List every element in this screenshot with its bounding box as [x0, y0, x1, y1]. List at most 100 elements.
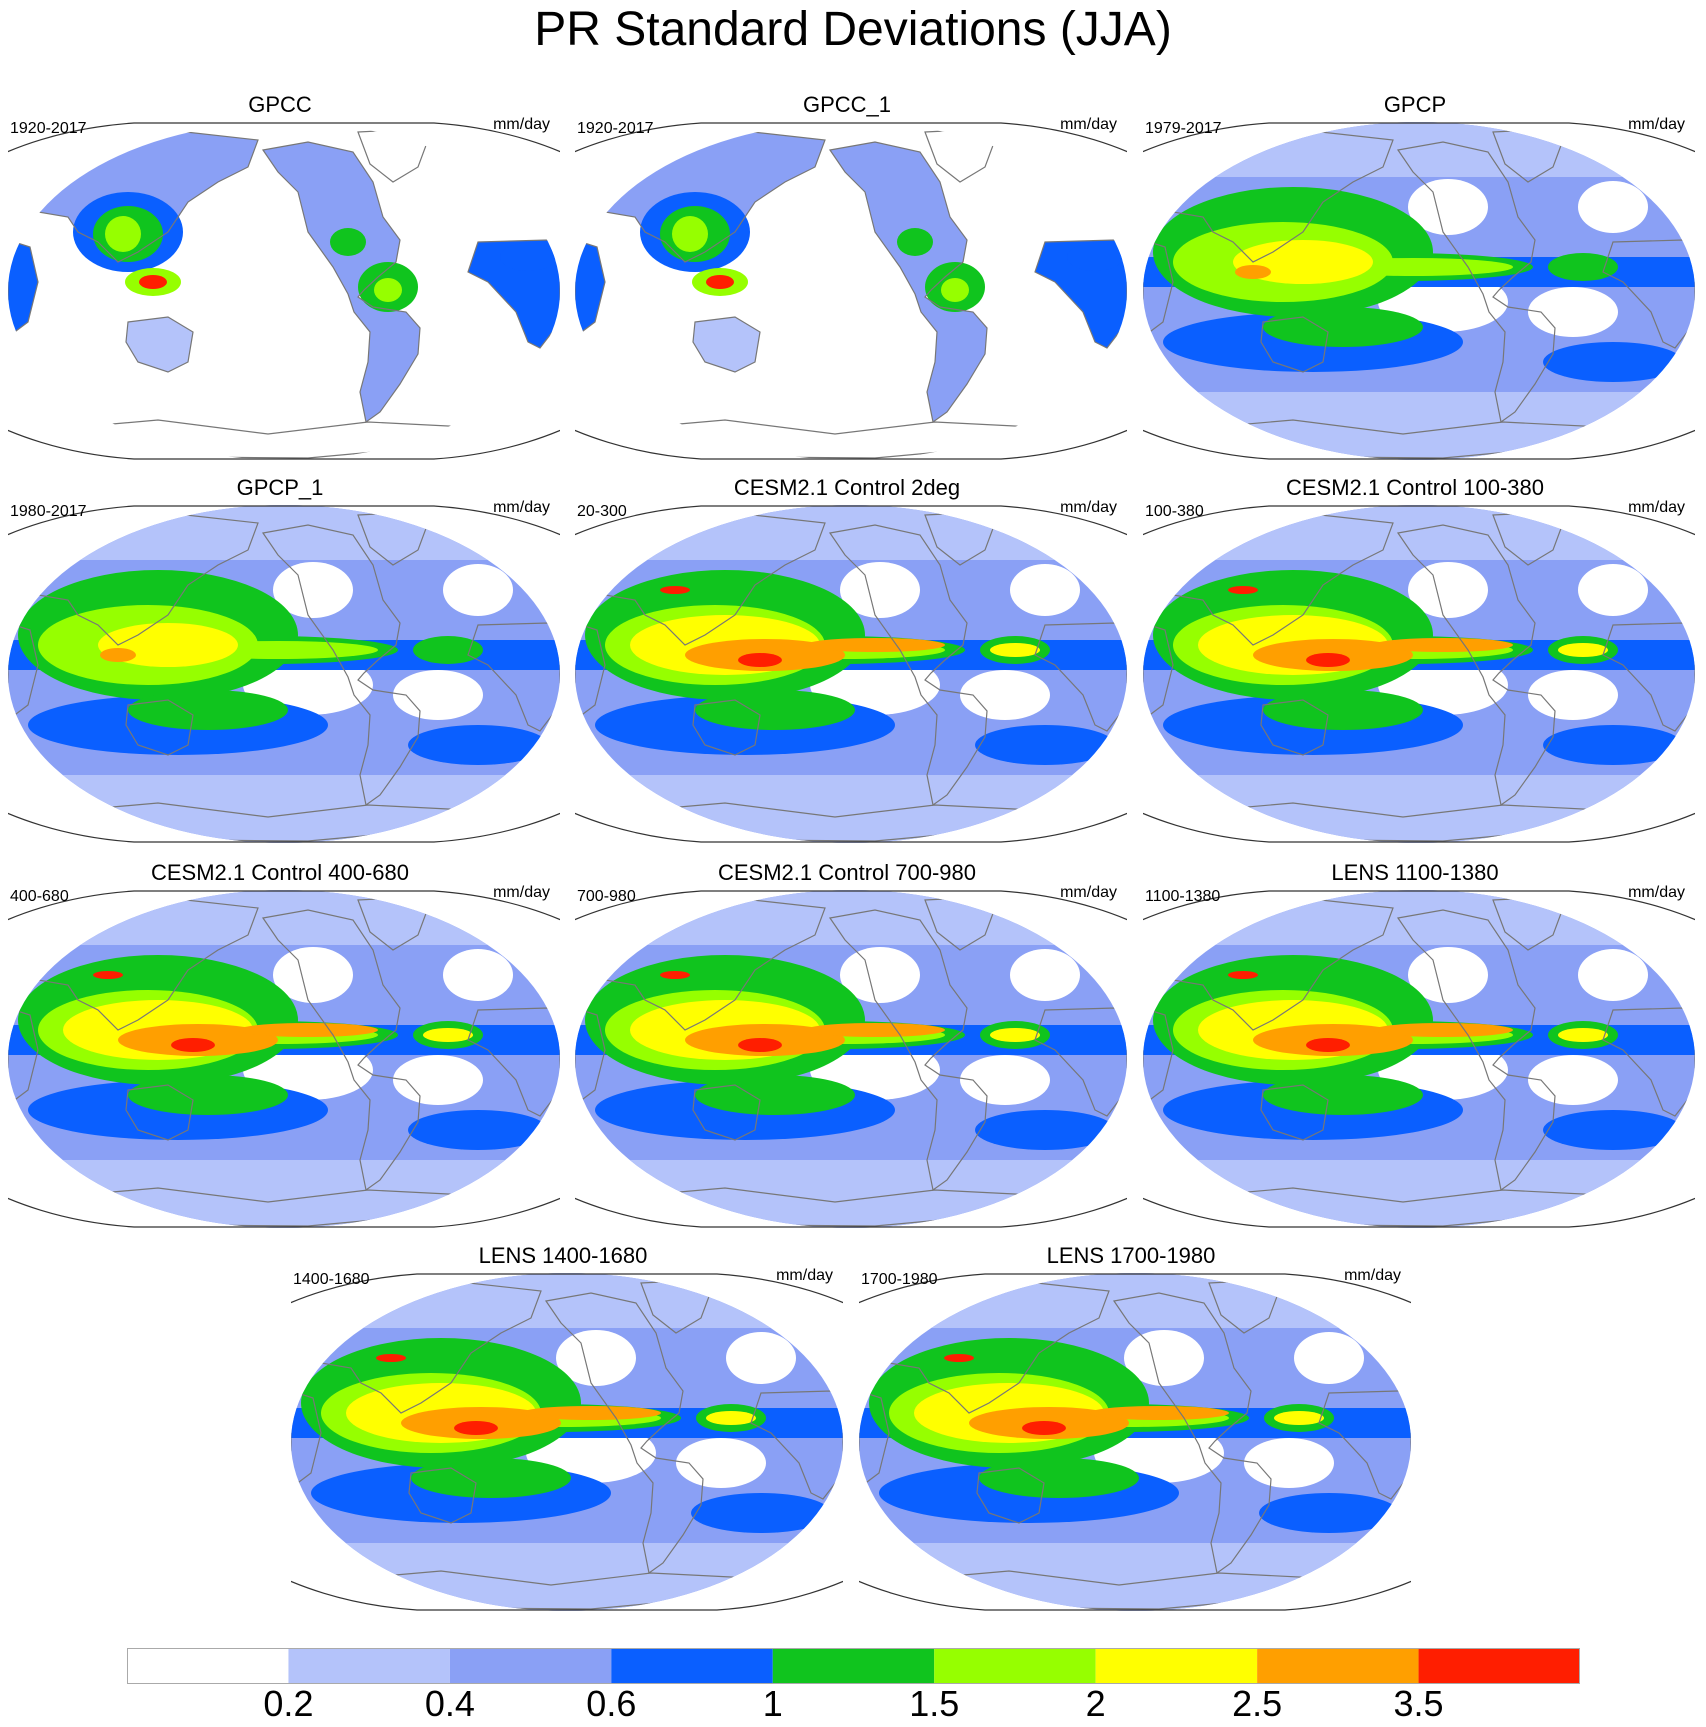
south-atlantic-dry: [960, 670, 1050, 720]
south-atlantic-blue: [975, 1110, 1115, 1150]
coastline-australia: [1260, 1084, 1329, 1141]
panel-units: mm/day: [1628, 499, 1685, 516]
map-border: [291, 1273, 843, 1611]
itcz-orange: [1089, 1406, 1229, 1420]
panel-period: 700-980: [577, 888, 636, 905]
himalaya-red: [93, 971, 123, 979]
spcz-green: [128, 1075, 288, 1115]
spcz-green: [128, 690, 288, 730]
warm-pool-red: [454, 1421, 498, 1435]
panel-units: mm/day: [493, 884, 550, 901]
map-panel: CESM2.1 Control 100-380 100-380 mm/day: [1135, 475, 1695, 845]
map-border: [1143, 122, 1695, 460]
sahel-blue: [1067, 243, 1123, 271]
panel-title: GPCP_1: [236, 475, 324, 500]
north-pacific-dry: [273, 947, 353, 1003]
colorbar-label: 2: [1085, 1683, 1106, 1724]
panel-title: LENS 1700-1980: [1046, 1243, 1216, 1268]
main-title: PR Standard Deviations (JJA): [534, 3, 1172, 56]
spcz-green: [1263, 690, 1423, 730]
map-border: [575, 505, 1127, 843]
himalaya-red: [944, 1354, 974, 1362]
himalaya-red: [1228, 971, 1258, 979]
panel-units: mm/day: [493, 499, 550, 516]
map-plot: [8, 890, 560, 1228]
map-panel: GPCC 1920-2017 mm/day: [0, 92, 560, 462]
land-greenland: [925, 130, 995, 182]
map-plot: [1143, 505, 1695, 843]
map-border: [859, 1273, 1411, 1611]
land-greenland: [358, 130, 428, 182]
south-atlantic-dry: [1528, 670, 1618, 720]
north-atlantic-dry: [1010, 564, 1080, 616]
central-america-green: [897, 228, 933, 256]
south-atlantic-dry: [676, 1438, 766, 1488]
warm-pool-red: [1306, 653, 1350, 667]
map-border: [8, 122, 560, 460]
coastline-americas: [261, 909, 421, 1192]
coastline-africaWest: [1143, 239, 1174, 339]
map-plot: [8, 505, 560, 843]
panel-units: mm/day: [1060, 499, 1117, 516]
south-atlantic-blue: [1259, 1493, 1399, 1533]
map-panel: CESM2.1 Control 400-680 400-680 mm/day: [0, 860, 560, 1230]
panel-title: CESM2.1 Control 400-680: [150, 860, 410, 885]
map-panel: CESM2.1 Control 2deg 20-300 mm/day: [567, 475, 1127, 845]
panel-period: 100-380: [1145, 503, 1204, 520]
map-plot: [8, 122, 560, 460]
colorbar-swatch: [449, 1648, 612, 1684]
panel-period: 20-300: [577, 503, 627, 520]
north-atlantic-dry: [1578, 564, 1648, 616]
himalaya-red: [1228, 586, 1258, 594]
coastline-australia: [692, 316, 761, 373]
itcz-orange: [1373, 1023, 1513, 1037]
coastline-africaWest: [8, 622, 39, 722]
coastline-australia: [408, 1467, 477, 1524]
coastline-americas: [828, 141, 988, 424]
colorbar-swatch: [772, 1648, 935, 1684]
colorbar-frame: [127, 1648, 1580, 1684]
coastline-africaWest: [575, 1007, 606, 1107]
colorbar-label: 3.5: [1393, 1683, 1444, 1724]
colorbar-label: 0.2: [263, 1683, 314, 1724]
colorbar-label: 0.6: [586, 1683, 637, 1724]
panel-period: 400-680: [10, 888, 69, 905]
atlantic-itcz-yellow: [1558, 1028, 1608, 1042]
map-border: [1143, 890, 1695, 1228]
coastline-africaWest: [575, 239, 606, 339]
coastline-africaWest: [575, 622, 606, 722]
colorbar-swatch: [1418, 1648, 1580, 1684]
north-atlantic-dry: [443, 564, 513, 616]
north-pacific-dry: [1408, 562, 1488, 618]
north-atlantic-dry: [1010, 949, 1080, 1001]
spcz-green: [411, 1458, 571, 1498]
south-atlantic-blue: [408, 1110, 548, 1150]
atlantic-itcz-yellow: [990, 643, 1040, 657]
itcz-orange: [238, 1023, 378, 1037]
coastline-australia: [692, 699, 761, 756]
coastline-americas: [261, 141, 421, 424]
panel-units: mm/day: [1628, 116, 1685, 133]
spcz-green: [979, 1458, 1139, 1498]
land-australia: [693, 317, 760, 372]
coastline-africaWest: [1143, 1007, 1174, 1107]
north-pacific-dry: [556, 1330, 636, 1386]
land-australia: [126, 317, 193, 372]
map-plot: [575, 122, 1127, 460]
colorbar-label: 1: [762, 1683, 783, 1724]
panel-period: 1700-1980: [861, 1271, 938, 1288]
panel-period: 1920-2017: [577, 120, 654, 137]
map-panel: LENS 1700-1980 1700-1980 mm/day: [851, 1243, 1411, 1613]
south-atlantic-blue: [691, 1493, 831, 1533]
north-pacific-dry: [1124, 1330, 1204, 1386]
panel-units: mm/day: [1344, 1267, 1401, 1284]
bay-orange: [100, 648, 136, 662]
south-atlantic-blue: [1543, 725, 1683, 765]
spcz-green: [1263, 307, 1423, 347]
bay-orange: [1235, 265, 1271, 279]
warm-pool-red: [738, 1038, 782, 1052]
coastline-americas: [261, 524, 421, 807]
map-border: [8, 505, 560, 843]
north-pacific-dry: [840, 947, 920, 1003]
warm-pool-red: [1306, 1038, 1350, 1052]
